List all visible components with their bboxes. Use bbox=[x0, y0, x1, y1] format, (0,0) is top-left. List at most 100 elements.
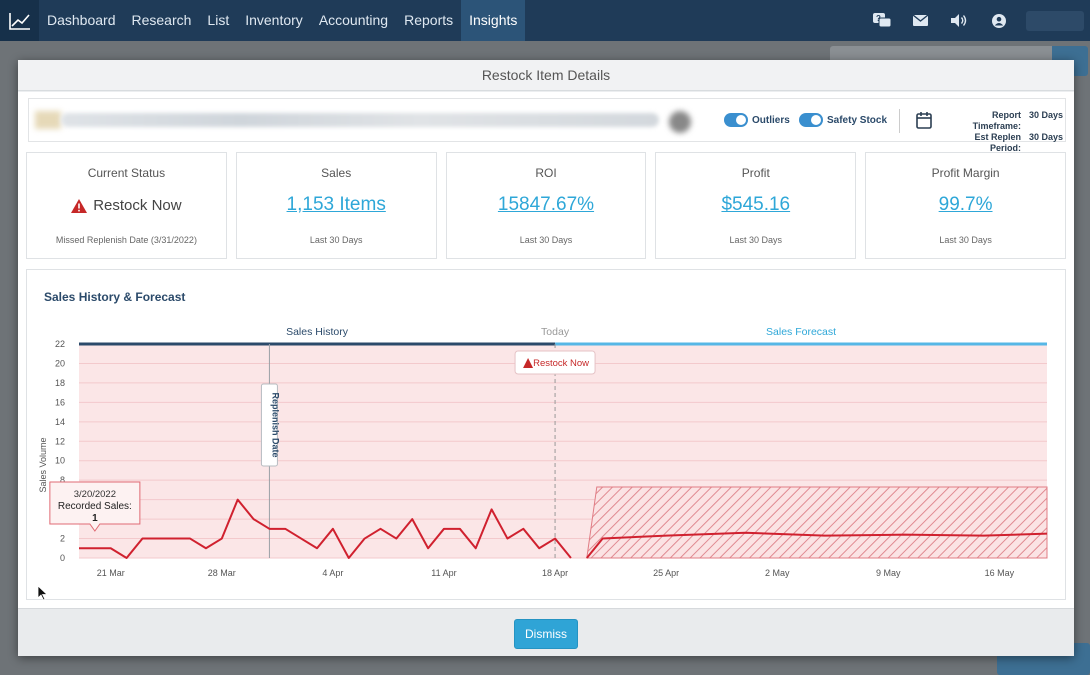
x-tick-label: 2 May bbox=[765, 568, 790, 578]
replenish-date-label: Replenish Date bbox=[270, 392, 280, 457]
card-title: ROI bbox=[535, 166, 557, 180]
modal-title: Restock Item Details bbox=[18, 60, 1074, 91]
card-title: Current Status bbox=[87, 166, 166, 180]
help-chat-icon[interactable]: ? bbox=[862, 0, 901, 41]
report-timeframe-value: 30 Days bbox=[1029, 110, 1064, 120]
tooltip-label: Recorded Sales: bbox=[58, 501, 132, 512]
safety-stock-band bbox=[586, 486, 1048, 559]
sales-value-link[interactable]: 1,153 Items bbox=[286, 194, 386, 215]
chart-logo-icon bbox=[8, 12, 30, 30]
x-tick-label: 9 May bbox=[876, 568, 901, 578]
replen-period-label: Est Replen Period: bbox=[974, 132, 1021, 153]
y-tick-label: 8 bbox=[60, 475, 65, 485]
safety-stock-switch[interactable] bbox=[799, 113, 823, 127]
x-tick-label: 25 Apr bbox=[653, 568, 679, 578]
nav-right-tools: ? bbox=[862, 0, 1090, 41]
x-tick-label: 11 Apr bbox=[431, 568, 456, 578]
x-tick-label: 16 May bbox=[985, 568, 1015, 578]
sales-forecast-line bbox=[586, 531, 1048, 559]
chart-title: Sales History & Forecast bbox=[44, 290, 186, 304]
replen-period-value: 30 Days bbox=[1029, 132, 1064, 142]
warning-icon bbox=[71, 198, 88, 213]
card-sales: Sales 1,153 Items Last 30 Days bbox=[235, 152, 437, 259]
card-subtext: Last 30 Days bbox=[309, 235, 363, 245]
card-title: Sales bbox=[321, 166, 352, 180]
y-tick-label: 16 bbox=[55, 397, 65, 407]
y-tick-label: 2 bbox=[60, 534, 65, 544]
dismiss-button[interactable]: Dismiss bbox=[514, 619, 578, 649]
nav-research[interactable]: Research bbox=[131, 12, 192, 28]
x-tick-label: 18 Apr bbox=[542, 568, 568, 578]
modal-body: Outliers Safety Stock Report Timeframe: … bbox=[18, 92, 1074, 608]
card-subtext: Missed Replenish Date (3/31/2022) bbox=[55, 235, 197, 245]
nav-inventory[interactable]: Inventory bbox=[245, 12, 303, 28]
card-title: Profit bbox=[741, 166, 770, 180]
replenish-date-box bbox=[260, 383, 278, 467]
card-subtext: Last 30 Days bbox=[939, 235, 992, 245]
product-thumbnail bbox=[35, 111, 61, 129]
item-header-bar: Outliers Safety Stock Report Timeframe: … bbox=[28, 98, 1066, 153]
nav-reports[interactable]: Reports bbox=[404, 12, 454, 28]
report-info: Report Timeframe: 30 Days Est Replen Per… bbox=[945, 110, 1063, 154]
card-title: Profit Margin bbox=[931, 166, 1000, 180]
tooltip-value: 1 bbox=[92, 513, 98, 524]
safety-stock-label: Safety Stock bbox=[827, 114, 888, 126]
divider bbox=[899, 109, 900, 133]
top-navigation: Dashboard Research List Inventory Accoun… bbox=[0, 0, 1090, 41]
card-subtext: Last 30 Days bbox=[519, 235, 573, 245]
today-label: Today bbox=[541, 326, 570, 338]
tooltip-box bbox=[49, 481, 141, 532]
y-tick-label: 10 bbox=[55, 456, 65, 466]
outliers-switch[interactable] bbox=[724, 113, 748, 127]
y-tick-label: 12 bbox=[55, 436, 65, 446]
app-logo[interactable] bbox=[0, 0, 39, 41]
nav-dashboard[interactable]: Dashboard bbox=[47, 12, 116, 28]
restock-flag-label: Restock Now bbox=[533, 358, 589, 369]
product-link-icon[interactable] bbox=[669, 111, 691, 133]
restock-flag-box bbox=[514, 350, 596, 375]
forecast-section-label: Sales Forecast bbox=[766, 326, 836, 338]
user-menu[interactable] bbox=[1026, 10, 1084, 31]
svg-text:?: ? bbox=[876, 14, 881, 23]
tooltip-date: 3/20/2022 bbox=[74, 489, 116, 500]
card-roi: ROI 15847.67% Last 30 Days bbox=[445, 152, 647, 259]
history-section-label: Sales History bbox=[286, 326, 349, 338]
mouse-cursor-icon bbox=[37, 585, 49, 605]
modal-footer: Dismiss bbox=[18, 608, 1074, 656]
roi-value-link[interactable]: 15847.67% bbox=[497, 194, 595, 215]
y-tick-label: 22 bbox=[55, 339, 65, 349]
restock-details-modal: Restock Item Details Outliers Safety Sto… bbox=[18, 60, 1074, 656]
x-tick-label: 28 Mar bbox=[208, 568, 236, 578]
x-tick-label: 4 Apr bbox=[322, 568, 343, 578]
card-profit-margin: Profit Margin 99.7% Last 30 Days bbox=[865, 152, 1066, 259]
warning-icon bbox=[523, 358, 534, 368]
x-tick-label: 21 Mar bbox=[97, 568, 125, 578]
y-tick-label: 0 bbox=[60, 553, 65, 563]
safety-stock-toggle[interactable]: Safety Stock bbox=[799, 113, 887, 127]
y-axis-label: Sales Volume bbox=[38, 437, 48, 492]
card-subtext: Last 30 Days bbox=[729, 235, 783, 245]
user-icon[interactable] bbox=[979, 0, 1018, 41]
outliers-label: Outliers bbox=[752, 114, 790, 126]
calendar-icon[interactable] bbox=[916, 111, 932, 134]
nav-list[interactable]: List bbox=[207, 12, 230, 28]
y-tick-label: 20 bbox=[55, 358, 65, 368]
product-title bbox=[61, 113, 659, 127]
status-text: Restock Now bbox=[93, 197, 182, 214]
sales-history-line bbox=[79, 498, 572, 559]
sales-chart-panel: Sales History & Forecast 024681012141618… bbox=[26, 269, 1066, 600]
y-tick-label: 14 bbox=[55, 417, 65, 427]
stat-cards: Current Status Restock Now Missed Replen… bbox=[26, 152, 1066, 259]
volume-icon[interactable] bbox=[940, 0, 979, 41]
card-current-status: Current Status Restock Now Missed Replen… bbox=[26, 152, 227, 259]
report-timeframe-label: Report Timeframe: bbox=[972, 110, 1021, 131]
profit-value-link[interactable]: $545.16 bbox=[721, 194, 791, 215]
card-profit: Profit $545.16 Last 30 Days bbox=[655, 152, 857, 259]
mail-icon[interactable] bbox=[901, 0, 940, 41]
status-value: Restock Now bbox=[27, 197, 226, 214]
nav-insights[interactable]: Insights bbox=[461, 0, 526, 41]
outliers-toggle[interactable]: Outliers bbox=[724, 113, 790, 127]
profit-margin-value-link[interactable]: 99.7% bbox=[938, 194, 993, 215]
nav-accounting[interactable]: Accounting bbox=[318, 12, 389, 28]
